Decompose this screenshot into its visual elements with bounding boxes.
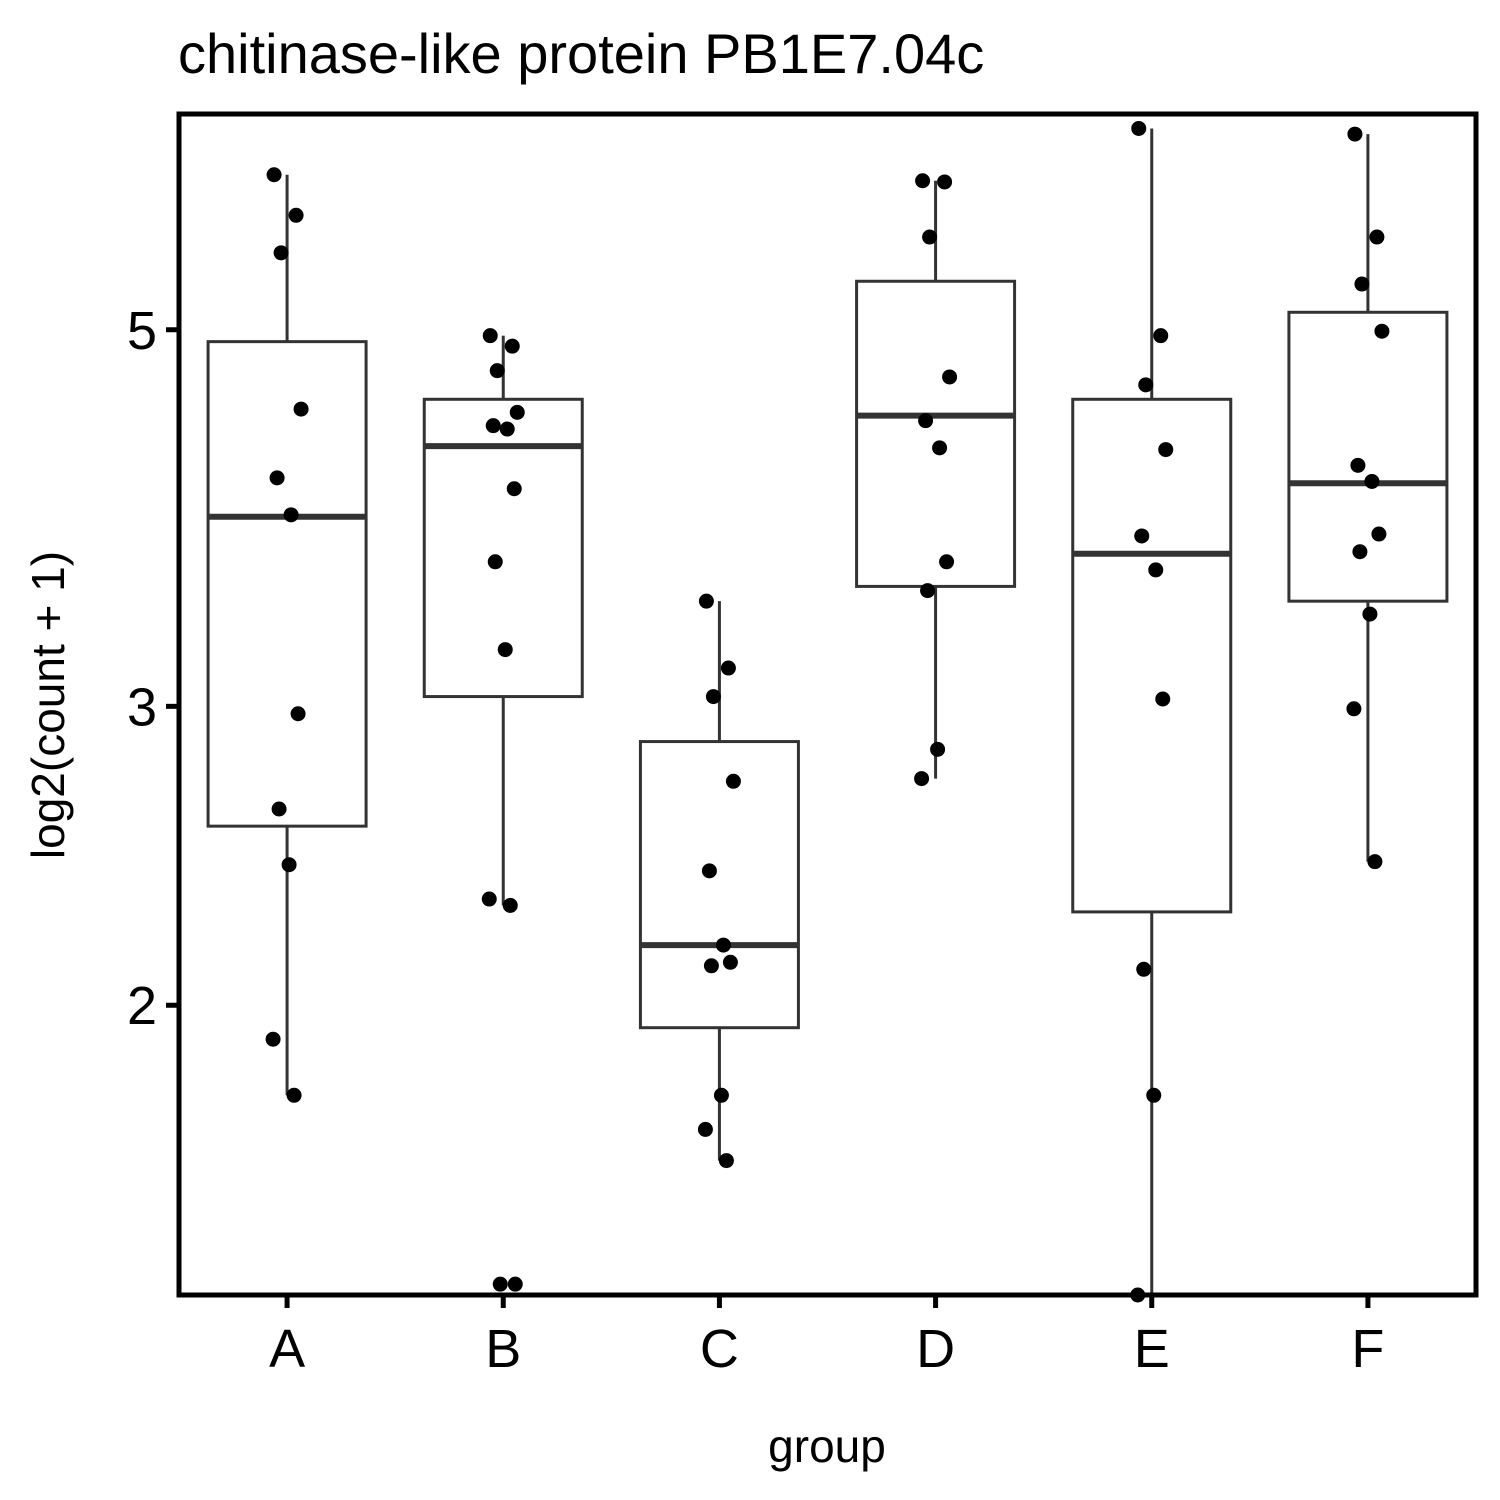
data-point — [718, 1153, 734, 1169]
data-point — [720, 660, 736, 676]
data-point — [293, 401, 309, 417]
data-point — [504, 338, 520, 354]
data-point — [1158, 442, 1174, 458]
data-point — [920, 583, 936, 599]
box-iqr — [855, 279, 1017, 588]
box-iqr — [1071, 397, 1233, 914]
data-point — [701, 863, 717, 879]
y-tick-label: 2 — [127, 976, 157, 1036]
data-point — [482, 328, 498, 344]
data-point — [281, 857, 297, 873]
data-point — [481, 891, 497, 907]
data-point — [1369, 229, 1385, 245]
data-point — [1362, 606, 1378, 622]
data-point — [489, 363, 505, 379]
data-point — [509, 404, 525, 420]
data-point — [497, 642, 513, 658]
x-tick-label: D — [916, 1319, 955, 1379]
data-point — [942, 369, 958, 385]
data-point — [705, 689, 721, 705]
x-tick-label: B — [485, 1319, 521, 1379]
x-tick-label: F — [1351, 1319, 1384, 1379]
data-point — [290, 706, 306, 722]
data-point — [1153, 328, 1169, 344]
data-point — [914, 771, 930, 787]
data-point — [1346, 701, 1362, 717]
data-point — [722, 954, 738, 970]
chart-title: chitinase-like protein PB1E7.04c — [178, 22, 984, 85]
data-point — [725, 773, 741, 789]
data-point — [713, 1087, 729, 1103]
axes: 2 3 5 A B C D E F — [127, 301, 1384, 1379]
data-point — [715, 937, 731, 953]
data-point — [1148, 562, 1164, 578]
data-point — [1354, 276, 1370, 292]
box-D — [855, 180, 1017, 779]
box-iqr — [206, 340, 368, 828]
data-point — [1146, 1087, 1162, 1103]
x-axis-label: group — [768, 1420, 886, 1472]
plot-border — [176, 111, 1479, 1298]
x-tick-label: E — [1134, 1319, 1170, 1379]
data-point — [939, 554, 955, 570]
data-point — [1136, 961, 1152, 977]
data-point — [269, 470, 285, 486]
data-point — [266, 167, 282, 183]
data-point — [492, 1276, 508, 1292]
data-point — [1347, 126, 1363, 142]
data-point — [1350, 457, 1366, 473]
data-point — [1371, 526, 1387, 542]
data-point — [507, 1276, 523, 1292]
data-point — [288, 207, 304, 223]
data-point — [273, 245, 289, 261]
data-point — [283, 507, 299, 523]
y-axis-label: log2(count + 1) — [22, 551, 74, 859]
data-point — [922, 229, 938, 245]
data-point — [1131, 120, 1147, 136]
data-point — [698, 593, 714, 609]
data-point — [286, 1087, 302, 1103]
data-point — [1134, 528, 1150, 544]
box-iqr — [638, 740, 800, 1030]
box-E — [1071, 128, 1233, 1295]
data-point — [937, 174, 953, 190]
data-point — [271, 801, 287, 817]
data-point — [930, 741, 946, 757]
data-point — [1138, 377, 1154, 393]
box-A — [206, 174, 368, 1096]
data-point — [265, 1031, 281, 1047]
data-point — [1374, 323, 1390, 339]
data-point — [932, 440, 948, 456]
y-tick-label: 5 — [127, 301, 157, 361]
x-tick-label: A — [269, 1319, 305, 1379]
box-iqr — [1287, 310, 1449, 603]
data-point — [1155, 691, 1171, 707]
data-point — [915, 173, 931, 189]
data-point — [499, 421, 515, 437]
x-tick-label: C — [700, 1319, 739, 1379]
data-point — [487, 554, 503, 570]
data-point — [502, 897, 518, 913]
data-point — [485, 418, 501, 434]
data-point — [506, 481, 522, 497]
box-F — [1287, 134, 1449, 862]
data-point — [1367, 854, 1383, 870]
box-C — [638, 601, 800, 1161]
data-point — [1364, 473, 1380, 489]
plot-area — [206, 120, 1449, 1303]
y-tick-label: 3 — [127, 677, 157, 737]
data-point — [918, 413, 934, 429]
data-point — [1352, 544, 1368, 560]
data-point — [697, 1121, 713, 1137]
data-point — [703, 958, 719, 974]
box-B — [422, 335, 584, 906]
